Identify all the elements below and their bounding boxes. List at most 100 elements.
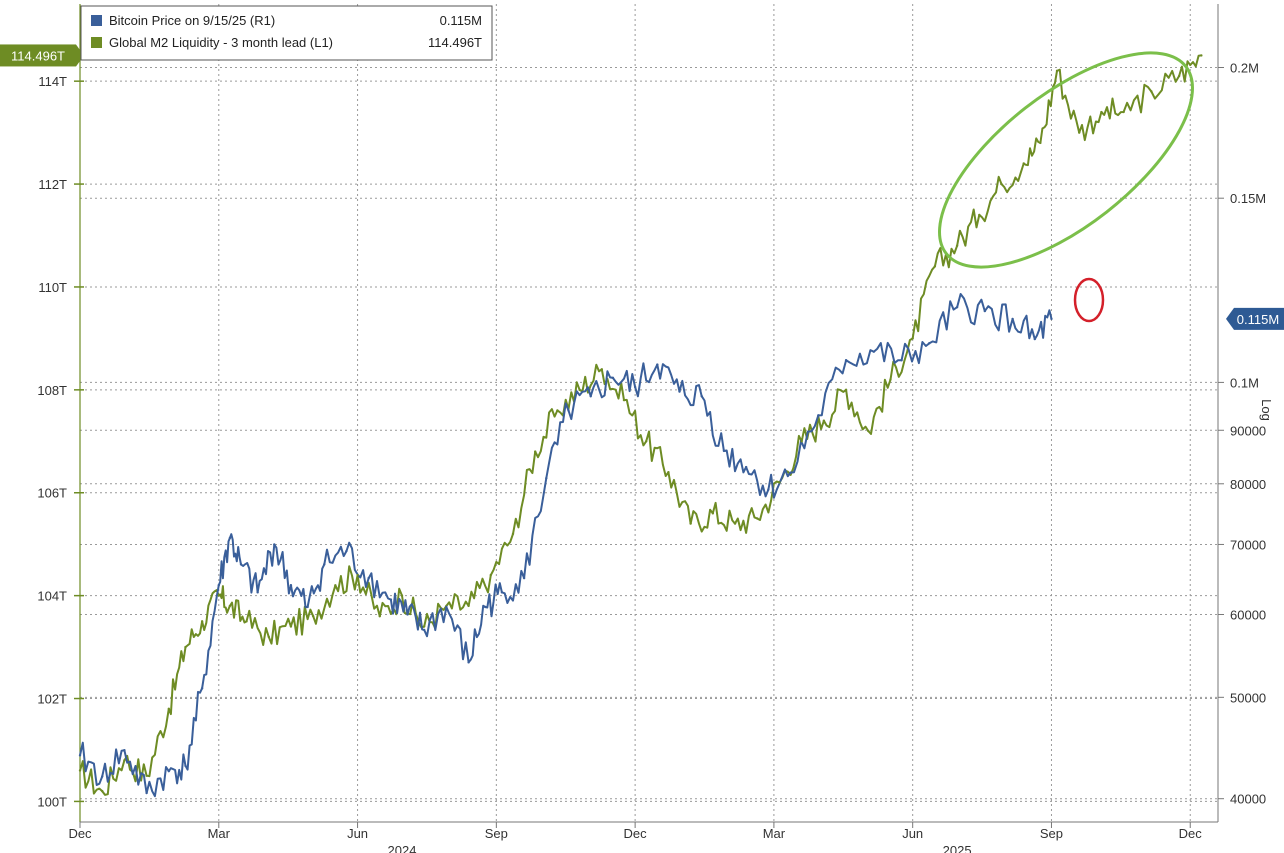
m2-data-point	[756, 517, 759, 520]
m2-data-point	[645, 440, 648, 443]
m2-data-point	[511, 532, 515, 536]
m2-data-point	[217, 594, 220, 597]
bitcoin-data-point	[678, 390, 681, 393]
m2-data-point	[78, 769, 82, 772]
bitcoin-data-point	[306, 605, 309, 609]
right-tick-label: 0.15M	[1230, 191, 1266, 206]
m2-last-value-pointer	[76, 44, 84, 67]
log-scale-label: Log	[1259, 399, 1274, 421]
legend-swatch	[91, 37, 102, 48]
legend-series-name: Global M2 Liquidity - 3 month lead (L1)	[109, 35, 333, 50]
m2-data-point	[1150, 90, 1153, 93]
left-tick-label: 102T	[37, 692, 67, 707]
bitcoin-data-point	[589, 395, 592, 398]
bitcoin-data-point	[289, 583, 293, 587]
bitcoin-data-point	[273, 543, 276, 546]
bitcoin-data-point	[101, 775, 104, 778]
m2-data-point	[622, 398, 626, 402]
x-tick-label: Jun	[347, 826, 368, 841]
x-tick-label: Dec	[624, 826, 648, 841]
m2-data-point	[578, 388, 581, 392]
bitcoin-data-point	[323, 563, 326, 566]
m2-data-point	[245, 620, 248, 623]
left-tick-label: 106T	[37, 486, 67, 501]
m2-data-point	[145, 774, 148, 777]
bitcoin-data-point	[1050, 317, 1053, 321]
legend: Bitcoin Price on 9/15/25 (R1) 0.115M Globa…	[80, 5, 493, 61]
series-layer	[78, 54, 1203, 798]
m2-data-point	[667, 470, 670, 474]
left-tick-label: 110T	[38, 280, 67, 295]
bitcoin-data-point	[467, 661, 470, 664]
m2-data-point	[1177, 74, 1181, 78]
bitcoin-data-point	[256, 591, 259, 594]
bitcoin-data-point	[367, 576, 370, 580]
m2-data-point	[1022, 162, 1025, 165]
bitcoin-data-point	[767, 488, 770, 491]
bitcoin-data-point	[239, 563, 243, 566]
m2-data-point	[800, 440, 803, 443]
m2-data-point	[311, 615, 315, 618]
m2-data-point	[400, 594, 404, 597]
m2-data-point	[778, 481, 781, 484]
m2-data-point	[378, 615, 381, 618]
x-year-label: 2025	[943, 843, 972, 853]
bitcoin-data-point	[744, 465, 748, 469]
bitcoin-data-point	[722, 449, 726, 453]
m2-data-point	[534, 450, 537, 453]
m2-data-point	[334, 584, 337, 587]
m2-data-point	[1122, 110, 1125, 114]
bitcoin-data-point	[700, 395, 703, 398]
bitcoin-data-point	[184, 764, 187, 768]
m2-data-point	[267, 635, 270, 638]
bitcoin-last-value-badge	[1226, 307, 1284, 330]
x-tick-label: Dec	[68, 826, 92, 841]
legend-box	[80, 5, 493, 61]
legend-series-value: 0.115M	[440, 13, 482, 28]
bitcoin-data-point	[567, 409, 570, 412]
m2-data-point	[467, 604, 470, 608]
bitcoin-data-point	[78, 754, 82, 757]
legend-series-value: 114.496T	[428, 35, 482, 50]
m2-data-point	[228, 604, 232, 608]
red-highlight-circle	[1073, 277, 1105, 323]
m2-last-value-badge	[0, 44, 76, 67]
m2-data-point	[123, 759, 126, 762]
bitcoin-data-point	[217, 583, 220, 587]
legend-swatch	[91, 15, 102, 26]
annotation-layer	[938, 51, 1194, 323]
m2-data-point	[356, 573, 359, 577]
bitcoin-data-point	[167, 769, 171, 773]
left-tick-label: 104T	[37, 589, 67, 604]
x-tick-label: Mar	[763, 826, 786, 841]
bitcoin-data-point	[123, 749, 126, 752]
right-tick-label: 40000	[1230, 792, 1266, 807]
m2-data-point	[167, 707, 171, 711]
bitcoin-data-point	[817, 414, 820, 417]
left-tick-label: 112T	[38, 177, 67, 192]
left-tick-label: 100T	[37, 794, 67, 809]
m2-data-point	[1055, 69, 1059, 73]
bitcoin-data-point	[983, 309, 987, 313]
x-tick-label: Mar	[208, 826, 231, 841]
right-tick-label: 90000	[1230, 423, 1266, 438]
m2-data-point	[600, 368, 604, 371]
m2-data-point	[1000, 182, 1003, 186]
m2-data-point	[889, 378, 892, 381]
m2-data-point	[733, 522, 737, 525]
m2-data-point	[200, 620, 204, 623]
m2-data-point	[822, 419, 826, 422]
bitcoin-data-point	[545, 476, 548, 480]
m2-data-point	[184, 645, 187, 649]
bitcoin-data-point	[844, 359, 848, 362]
m2-last-value-label: 114.496T	[11, 48, 65, 63]
m2-data-point	[867, 429, 870, 433]
bitcoin-data-point	[422, 628, 426, 632]
x-year-label: 2024	[388, 843, 417, 853]
x-tick-label: Sep	[485, 826, 508, 841]
m2-data-point	[911, 337, 914, 340]
left-tick-label: 108T	[37, 383, 67, 398]
m2-data-point	[978, 213, 981, 217]
bitcoin-data-point	[1033, 337, 1037, 341]
